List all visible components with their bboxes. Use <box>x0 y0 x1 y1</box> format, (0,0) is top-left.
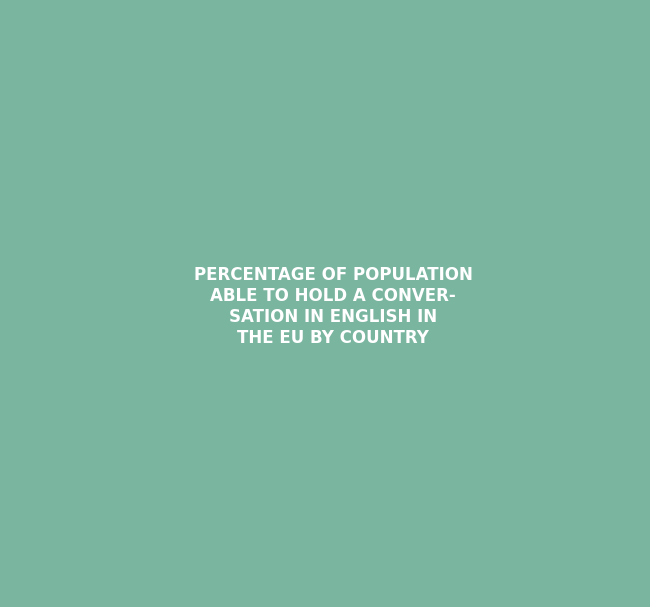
Text: PERCENTAGE OF POPULATION
ABLE TO HOLD A CONVER-
SATION IN ENGLISH IN
THE EU BY C: PERCENTAGE OF POPULATION ABLE TO HOLD A … <box>194 266 473 347</box>
